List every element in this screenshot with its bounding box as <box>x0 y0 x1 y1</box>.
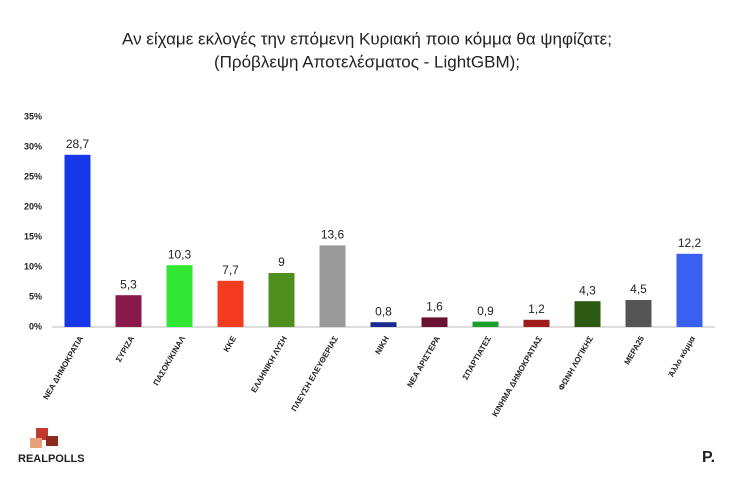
y-tick-label: 30% <box>24 141 42 151</box>
value-label: 1,6 <box>426 300 443 314</box>
value-label: 10,3 <box>168 247 192 261</box>
logo-block <box>46 436 58 446</box>
y-tick-label: 15% <box>24 231 42 241</box>
value-label: 4,5 <box>630 282 647 296</box>
value-label: 12,2 <box>678 236 702 250</box>
x-tick-label: ΣΠΑΡΤΙΑΤΕΣ <box>461 334 493 381</box>
x-tick-label: Άλλο κόμμα <box>667 334 698 378</box>
y-tick-label: 25% <box>24 171 42 181</box>
y-tick-label: 10% <box>24 261 42 271</box>
x-tick-label: ΠΑΣΟΚ/ΚΙΝΑΛ <box>152 334 188 387</box>
value-label: 0,9 <box>477 304 494 318</box>
value-label: 28,7 <box>66 137 90 151</box>
brand-logo: P. <box>702 449 715 466</box>
y-tick-label: 20% <box>24 201 42 211</box>
x-tick-label: ΝΙΚΗ <box>373 334 391 356</box>
bar <box>370 322 397 327</box>
chart-title: Αν είχαμε εκλογές την επόμενη Κυριακή πο… <box>122 29 612 48</box>
y-tick-label: 35% <box>24 111 42 121</box>
x-tick-label: ΝΕΑ ΔΗΜΟΚΡΑΤΙΑ <box>41 334 85 401</box>
bar <box>268 273 295 327</box>
y-tick-label: 5% <box>29 291 42 301</box>
chart-subtitle: (Πρόβλεψη Αποτελέσματος - LightGBM); <box>214 52 520 71</box>
x-tick-label: ΕΛΛΗΝΙΚΗ ΛΥΣΗ <box>249 334 289 394</box>
value-label: 1,2 <box>528 302 545 316</box>
bar <box>574 301 601 327</box>
bar <box>166 265 193 327</box>
value-label: 0,8 <box>375 304 392 318</box>
y-tick-label: 0% <box>29 321 42 331</box>
x-tick-label: ΠΛΕΥΣΗ ΕΛΕΥΘΕΡΙΑΣ <box>290 334 341 413</box>
logo-text: REALPOLLS <box>18 453 85 465</box>
value-label: 13,6 <box>321 228 345 242</box>
realpolls-logo: REALPOLLS <box>18 428 85 465</box>
bar <box>115 295 142 327</box>
x-tick-label: ΦΩΝΗ ΛΟΓΙΚΗΣ <box>557 334 595 392</box>
value-label: 5,3 <box>120 277 137 291</box>
x-tick-label: ΜΕΡΑ25 <box>623 334 647 366</box>
x-tick-label: ΚΚΕ <box>222 334 239 354</box>
logo-block <box>36 428 48 440</box>
value-label: 7,7 <box>222 263 239 277</box>
x-tick-label: ΝΕΑ ΑΡΙΣΤΕΡΑ <box>405 334 442 389</box>
bar <box>676 253 703 327</box>
bar <box>217 280 244 327</box>
value-label: 4,3 <box>579 283 596 297</box>
bar <box>625 300 652 327</box>
bar <box>421 317 448 327</box>
bar <box>319 245 346 327</box>
value-label: 9 <box>278 255 285 269</box>
bar <box>523 319 550 327</box>
x-tick-label: ΚΙΝΗΜΑ ΔΗΜΟΚΡΑΤΙΑΣ <box>490 334 544 418</box>
bar <box>472 321 499 327</box>
logo-block <box>30 438 42 448</box>
x-tick-label: ΣΥΡΙΖΑ <box>114 334 136 363</box>
bar <box>64 154 91 327</box>
